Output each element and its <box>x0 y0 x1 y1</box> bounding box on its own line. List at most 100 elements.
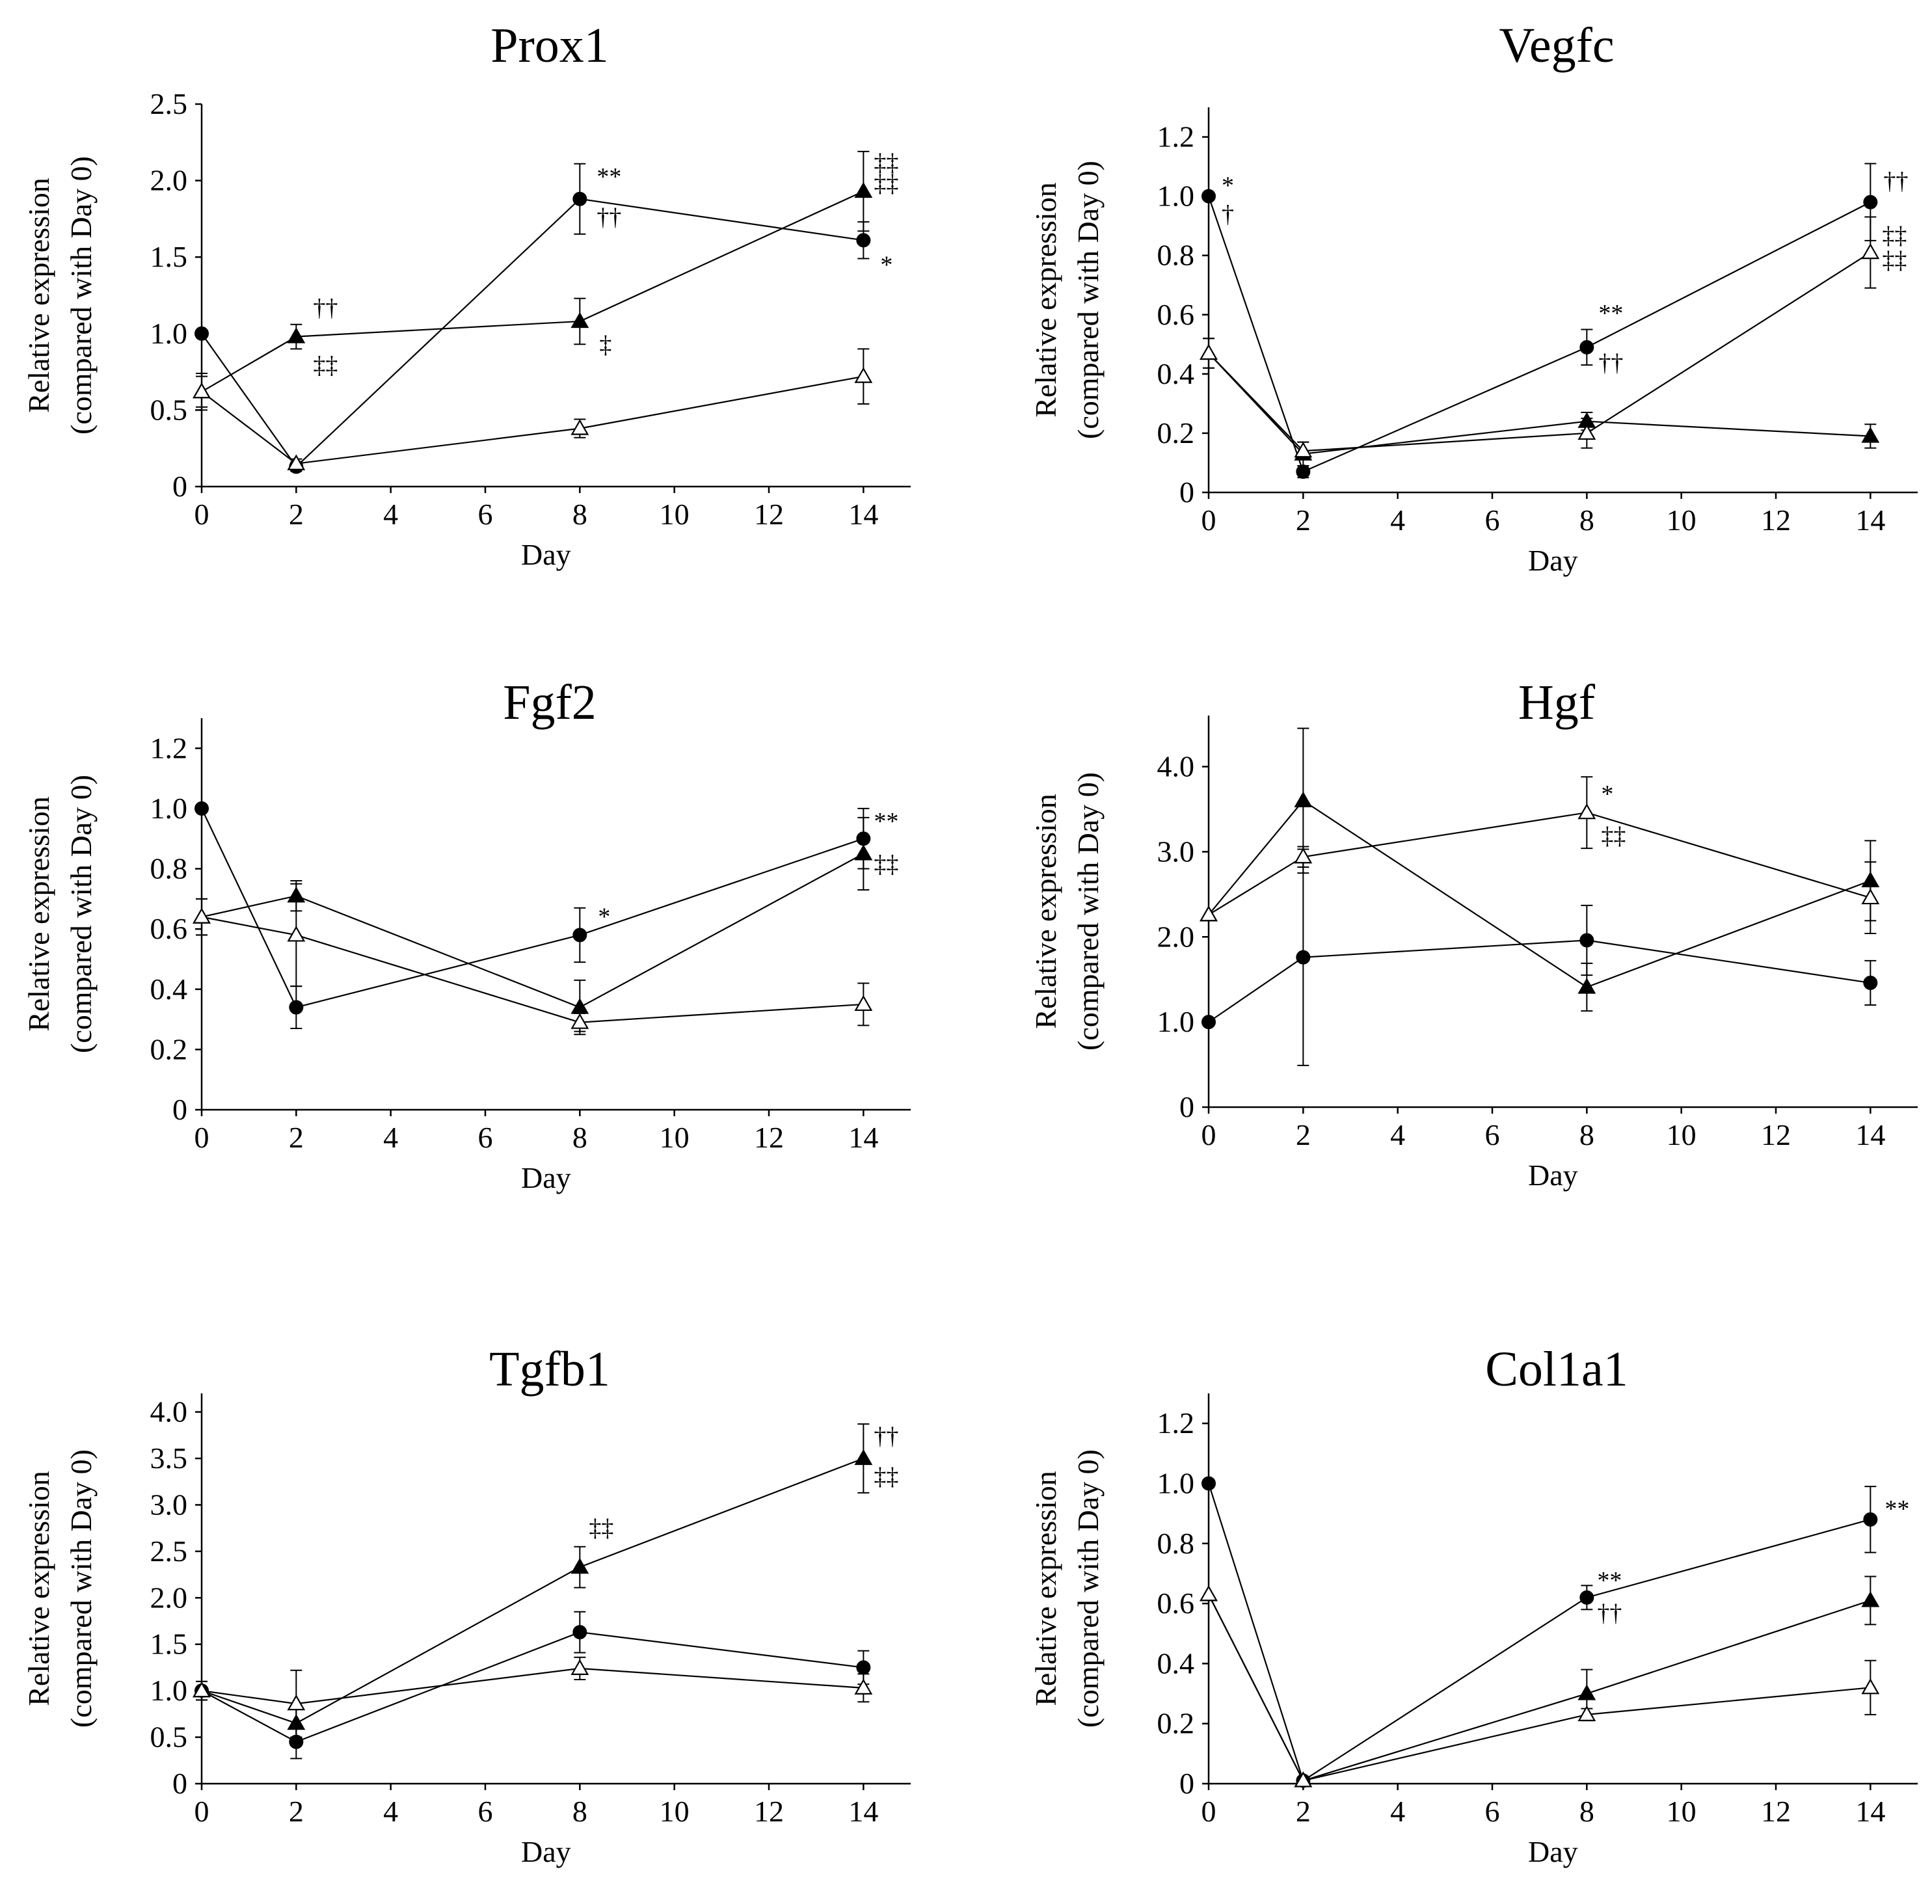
significance-marker: ‡‡ <box>313 352 338 379</box>
y-tick-label: 3.0 <box>150 1488 188 1521</box>
x-tick-label: 6 <box>478 498 493 531</box>
x-tick-label: 4 <box>383 1121 398 1154</box>
x-tick-label: 6 <box>478 1121 493 1154</box>
x-tick-label: 12 <box>1761 503 1791 537</box>
x-tick-label: 8 <box>572 498 587 531</box>
data-point-triangle <box>854 844 873 861</box>
y-tick-label: 1.0 <box>150 1674 188 1707</box>
data-point-circle <box>1579 933 1594 948</box>
x-tick-label: 0 <box>1201 1118 1216 1151</box>
data-point-triangle <box>854 995 873 1012</box>
y-tick-label: 0 <box>172 470 187 503</box>
panel-prox1: Prox1 0 2 4 6 8 10 12 14 0 0.5 1.0 1.5 2.0 2.5 Day Relat… <box>22 18 911 571</box>
x-tick-label: 14 <box>848 498 878 531</box>
y-tick-label: 0.4 <box>150 972 188 1006</box>
data-point-triangle <box>570 312 589 329</box>
x-tick-label: 4 <box>383 1795 398 1828</box>
series-line <box>1208 1594 1871 1782</box>
significance-marker: ‡‡ <box>1601 822 1626 850</box>
data-point-circle <box>1863 1512 1878 1527</box>
y-axis-label-line2: (compared with Day 0) <box>64 775 98 1053</box>
significance-marker: * <box>598 903 610 930</box>
significance-marker: †† <box>1597 1600 1622 1627</box>
x-axis-label: Day <box>1528 1835 1578 1868</box>
significance-marker: ** <box>1885 1495 1909 1523</box>
data-point-triangle <box>193 1681 211 1698</box>
y-tick-label: 1.2 <box>1157 1406 1195 1440</box>
data-point-triangle <box>1861 1591 1880 1607</box>
x-tick-label: 4 <box>383 498 398 531</box>
y-tick-label: 0.5 <box>150 393 188 426</box>
x-tick-label: 12 <box>754 1795 784 1828</box>
series-line <box>1208 1594 1871 1782</box>
series-open-triangle <box>193 883 873 1032</box>
series-line <box>201 191 864 393</box>
significance-marker: ‡‡ <box>874 850 898 878</box>
x-tick-label: 2 <box>289 1795 304 1828</box>
data-point-triangle <box>1577 978 1596 994</box>
x-axis-label: Day <box>521 538 571 571</box>
significance-marker: ‡‡ <box>874 1463 898 1490</box>
series-line <box>201 1457 864 1724</box>
series-open-triangle <box>193 1656 873 1738</box>
significance-marker: ** <box>1598 300 1623 327</box>
series-filled-triangle <box>1200 1575 1880 1788</box>
series-open-triangle <box>1200 776 1880 935</box>
data-point-triangle <box>1200 343 1218 360</box>
x-tick-label: 2 <box>289 1121 304 1154</box>
data-point-circle <box>1863 975 1878 990</box>
x-axis-label: Day <box>1528 1159 1578 1192</box>
x-tick-label: 2 <box>289 498 304 531</box>
data-point-circle <box>1579 340 1594 355</box>
series-filled-circle <box>195 1611 871 1760</box>
series-line <box>1208 353 1871 455</box>
significance-marker: ** <box>597 163 621 191</box>
data-point-triangle <box>1861 427 1880 443</box>
data-point-triangle <box>854 1449 873 1466</box>
y-axis-label-line2: (compared with Day 0) <box>64 1449 98 1728</box>
significance-marker: †† <box>874 1423 898 1450</box>
x-tick-label: 10 <box>1667 503 1697 537</box>
x-tick-label: 10 <box>1667 1118 1697 1151</box>
y-tick-label: 0.2 <box>1157 416 1195 449</box>
data-point-triangle <box>1577 1705 1596 1721</box>
y-tick-label: 0 <box>1179 476 1194 509</box>
data-point-triangle <box>1577 423 1596 440</box>
y-tick-label: 0.5 <box>150 1721 188 1754</box>
data-point-triangle <box>570 1659 589 1675</box>
x-tick-label: 0 <box>1201 1795 1216 1828</box>
x-tick-label: 14 <box>848 1121 878 1154</box>
data-point-triangle <box>854 367 873 383</box>
x-tick-label: 0 <box>1201 503 1216 537</box>
data-point-triangle <box>1861 888 1880 905</box>
data-point-circle <box>856 1660 871 1675</box>
data-point-circle <box>195 326 209 341</box>
x-tick-label: 8 <box>1579 1118 1594 1151</box>
x-tick-label: 4 <box>1390 503 1405 537</box>
x-tick-label: 10 <box>660 1795 690 1828</box>
panel-fgf2: Fgf2 0 2 4 6 8 10 12 14 0 0.2 0.4 0.6 0.8 1.0 1.2 Day Rel… <box>22 675 911 1194</box>
y-tick-label: 0 <box>1179 1767 1194 1800</box>
y-axis-label-line2: (compared with Day 0) <box>1071 161 1105 439</box>
y-tick-label: 0.2 <box>1157 1707 1195 1740</box>
x-axis-label: Day <box>521 1161 571 1194</box>
data-point-triangle <box>287 926 306 942</box>
significance-marker: ** <box>1597 1567 1622 1594</box>
data-point-triangle <box>1294 848 1313 864</box>
series-open-triangle <box>1200 1585 1880 1788</box>
y-tick-label: 1.0 <box>1157 180 1195 213</box>
x-tick-label: 12 <box>754 1121 784 1154</box>
data-point-triangle <box>1577 1684 1596 1700</box>
y-tick-label: 1.0 <box>150 317 188 350</box>
y-axis-label-line2: (compared with Day 0) <box>64 156 98 435</box>
data-point-triangle <box>570 1557 589 1574</box>
y-tick-label: 1.0 <box>1157 1005 1195 1038</box>
significance-marker: †† <box>1883 168 1908 195</box>
data-point-triangle <box>570 419 589 435</box>
significance-marker: * <box>1222 172 1234 200</box>
x-tick-label: 6 <box>1485 1118 1500 1151</box>
series-line <box>201 808 864 1008</box>
series-line <box>1208 252 1871 452</box>
y-tick-label: 1.2 <box>1157 120 1195 154</box>
